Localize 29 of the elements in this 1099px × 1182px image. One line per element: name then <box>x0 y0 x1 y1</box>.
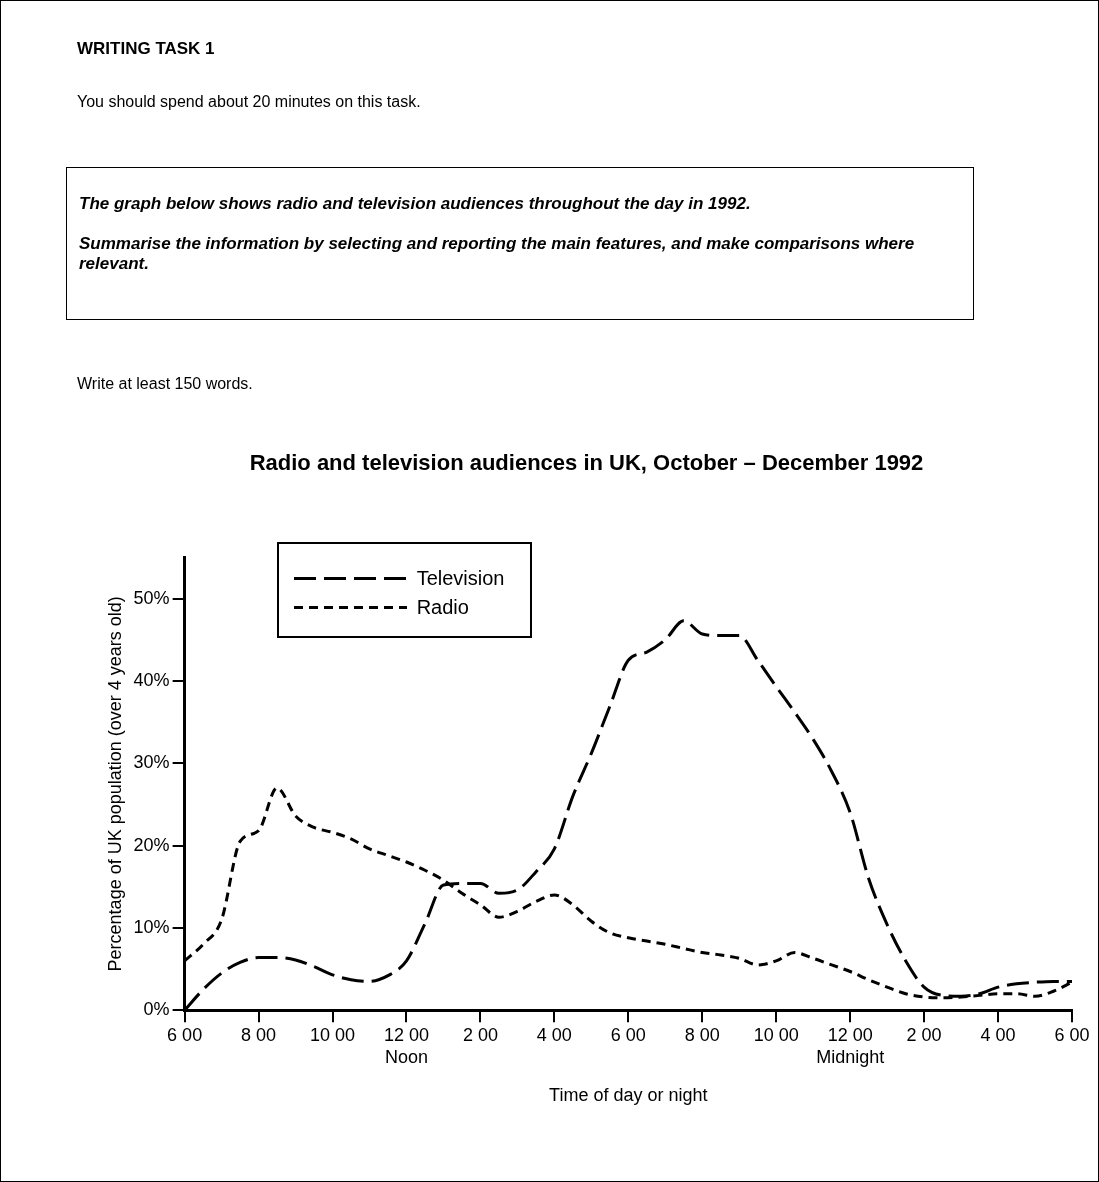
y-tick-label: 20% <box>133 834 170 855</box>
chart-title: Radio and television audiences in UK, October – December 1992 <box>249 450 924 476</box>
y-tick-label: 10% <box>133 916 170 937</box>
x-tick-label: 12 00 Midnight <box>816 1024 885 1067</box>
x-axis-title: Time of day or night <box>549 1085 708 1106</box>
text: Write at least 150 words. <box>77 375 253 393</box>
x-tick-label: 10 00 <box>753 1024 799 1045</box>
y-tick-label: 40% <box>133 669 170 690</box>
x-tick-label: 8 00 <box>684 1024 720 1045</box>
legend-label: Television <box>416 567 505 591</box>
x-tick-label: 2 00 <box>462 1024 498 1045</box>
legend-label: Radio <box>416 596 469 620</box>
x-tick-label: 4 00 <box>980 1024 1016 1045</box>
x-tick-label: 6 00 <box>167 1024 203 1045</box>
text: You should spend about 20 minutes on this task. <box>77 93 421 111</box>
text: Summarise the information by selecting and reporting the main features, and make comparisons where relevant. <box>79 234 916 274</box>
y-axis-title: Percentage of UK population (over 4 years old) <box>104 596 125 972</box>
y-tick-label: 50% <box>133 587 170 608</box>
x-tick-label: 10 00 <box>310 1024 356 1045</box>
x-tick-label: 8 00 <box>241 1024 277 1045</box>
x-tick-label: 6 00 <box>1054 1024 1090 1045</box>
x-tick-label: 12 00 Noon <box>383 1024 429 1067</box>
y-tick-label: 0% <box>143 999 170 1020</box>
x-tick-label: 4 00 <box>536 1024 572 1045</box>
y-tick-label: 30% <box>133 752 170 773</box>
text: The graph below shows radio and television audiences throughout the day in 1992. <box>79 194 752 214</box>
text: WRITING TASK 1 <box>77 39 215 59</box>
x-tick-label: 6 00 <box>610 1024 646 1045</box>
x-tick-label: 2 00 <box>906 1024 942 1045</box>
